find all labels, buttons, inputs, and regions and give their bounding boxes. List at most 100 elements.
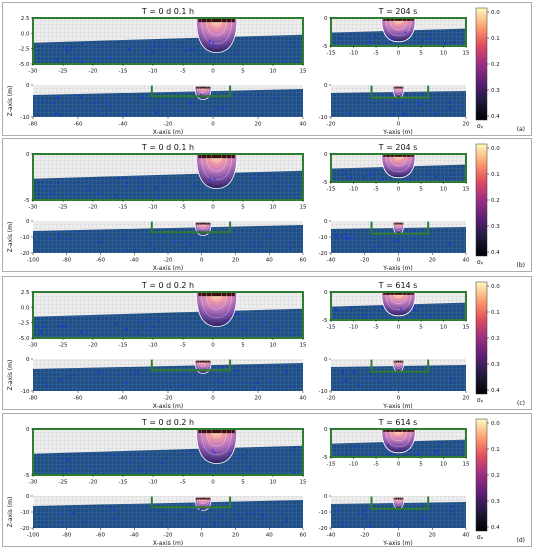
top-right-xtick-label: -5 [373, 325, 379, 331]
sensor-point [96, 192, 99, 194]
bottom-right-plot [331, 221, 466, 253]
bottom-left-xtick-label: 20 [255, 122, 262, 128]
sensor-point [367, 40, 370, 43]
sensor-point [183, 373, 186, 375]
sensor-point [418, 103, 421, 106]
sensor-point [379, 244, 381, 247]
sensor-point [345, 451, 348, 454]
top-left-xtick-label: -5 [180, 480, 186, 486]
top-left-plot [32, 291, 304, 339]
top-left-xtick-label: 0 [211, 480, 215, 486]
sensor-point [345, 379, 348, 382]
sensor-point [271, 96, 274, 99]
sensor-point [358, 383, 360, 386]
bottom-right-plot-ground [331, 365, 466, 391]
sensor-point [153, 247, 156, 250]
colorbar-tick-label: 0.1 [491, 310, 500, 316]
sensor-point [343, 380, 346, 382]
top-right-xtick-label: -5 [373, 187, 379, 193]
top-right-xtick-label: 5 [419, 51, 423, 57]
sensor-point [373, 246, 376, 249]
bottom-right-xtick-label: 0 [397, 258, 401, 264]
bottom-right-xtick-label: 0 [397, 122, 401, 128]
top-right-xtick-label: 15 [463, 51, 470, 57]
panel-letter: (d) [517, 537, 526, 544]
sensor-point [364, 316, 366, 319]
top-left-xtick-label: 5 [241, 343, 245, 349]
sensor-point [68, 110, 70, 113]
sensor-point [98, 58, 100, 61]
sensor-point [162, 235, 165, 238]
sensor-point [102, 377, 104, 380]
sensor-point [246, 451, 249, 454]
sensor-point [36, 102, 39, 105]
sensor-point [412, 230, 415, 233]
colorbar-tick-label: 0.2 [491, 336, 500, 342]
top-right-xtick-label: 15 [463, 187, 470, 193]
sensor-point [439, 442, 442, 445]
sensor-point [375, 377, 378, 380]
top-left-ytick-label: 0 [26, 427, 30, 433]
sensor-point [141, 95, 144, 98]
sensor-point [296, 366, 299, 369]
sensor-point [221, 381, 224, 384]
sensor-point [152, 45, 155, 47]
sensor-point [35, 325, 37, 328]
colorbar-tick-label: 0.4 [491, 114, 500, 120]
sensor-point [424, 518, 427, 520]
sensor-point [46, 384, 49, 387]
sensor-point [336, 106, 339, 108]
sensor-point [285, 519, 288, 522]
sensor-point [213, 372, 215, 375]
bottom-left-plot-ground [33, 363, 303, 391]
bottom-left-xtick-label: -80 [62, 258, 71, 264]
sensor-point [99, 240, 101, 243]
top-left-xtick-label: -10 [149, 205, 158, 211]
bottom-left-xtick-label: 40 [266, 533, 273, 539]
bottom-left-xtick-label: -60 [74, 396, 83, 402]
bottom-left-plot-contour [198, 222, 208, 230]
top-right-xtick-label: -15 [327, 187, 336, 193]
sensor-point [157, 319, 160, 322]
bottom-right-plot-contour [396, 222, 401, 226]
sensor-point [415, 453, 418, 456]
sensor-point [41, 98, 44, 101]
sensor-point [259, 173, 262, 176]
sensor-point [293, 471, 295, 474]
sensor-point [350, 176, 352, 178]
sensor-point [66, 457, 68, 459]
sensor-point [354, 445, 357, 448]
bottom-left-plot-contour [200, 497, 206, 502]
sensor-point [61, 520, 64, 523]
sensor-point [159, 45, 162, 47]
sensor-point [361, 511, 364, 514]
bottom-left-plot-well [195, 86, 211, 89]
sensor-point [271, 186, 273, 189]
sensor-point [197, 322, 200, 325]
bottom-left-xtick-label: -60 [96, 258, 105, 264]
sensor-point [88, 329, 91, 332]
sensor-point [334, 234, 337, 237]
bottom-left-ytick-label: 0 [26, 83, 30, 89]
top-left-plot-ground [33, 308, 303, 338]
bottom-right-xtick-label: -20 [360, 258, 369, 264]
bottom-right-ytick-label: 0 [324, 494, 328, 500]
sensor-point [66, 459, 69, 462]
bottom-left-plot-contour [198, 86, 208, 94]
top-left-xtick-label: 10 [270, 69, 277, 75]
sensor-point [241, 327, 243, 330]
sensor-point [391, 36, 394, 39]
bottom-left-ytick-label: 0 [26, 494, 30, 500]
sensor-point [280, 316, 283, 318]
colorbar-tick-label: 0.4 [491, 250, 500, 256]
top-left-plot-contour [201, 153, 232, 181]
top-left-xtick-label: 0 [211, 205, 215, 211]
bottom-right-xtick-label: -20 [327, 122, 336, 128]
title-left: T = 0 d 0.1 h [141, 143, 194, 152]
sensor-point [415, 110, 417, 113]
top-right-plot [330, 153, 467, 183]
y-axis-label-right: Y-axis (m) [382, 129, 413, 136]
title-right: T = 614 s [378, 281, 418, 290]
top-left-xtick-label: -15 [119, 69, 128, 75]
sensor-point [68, 192, 71, 194]
